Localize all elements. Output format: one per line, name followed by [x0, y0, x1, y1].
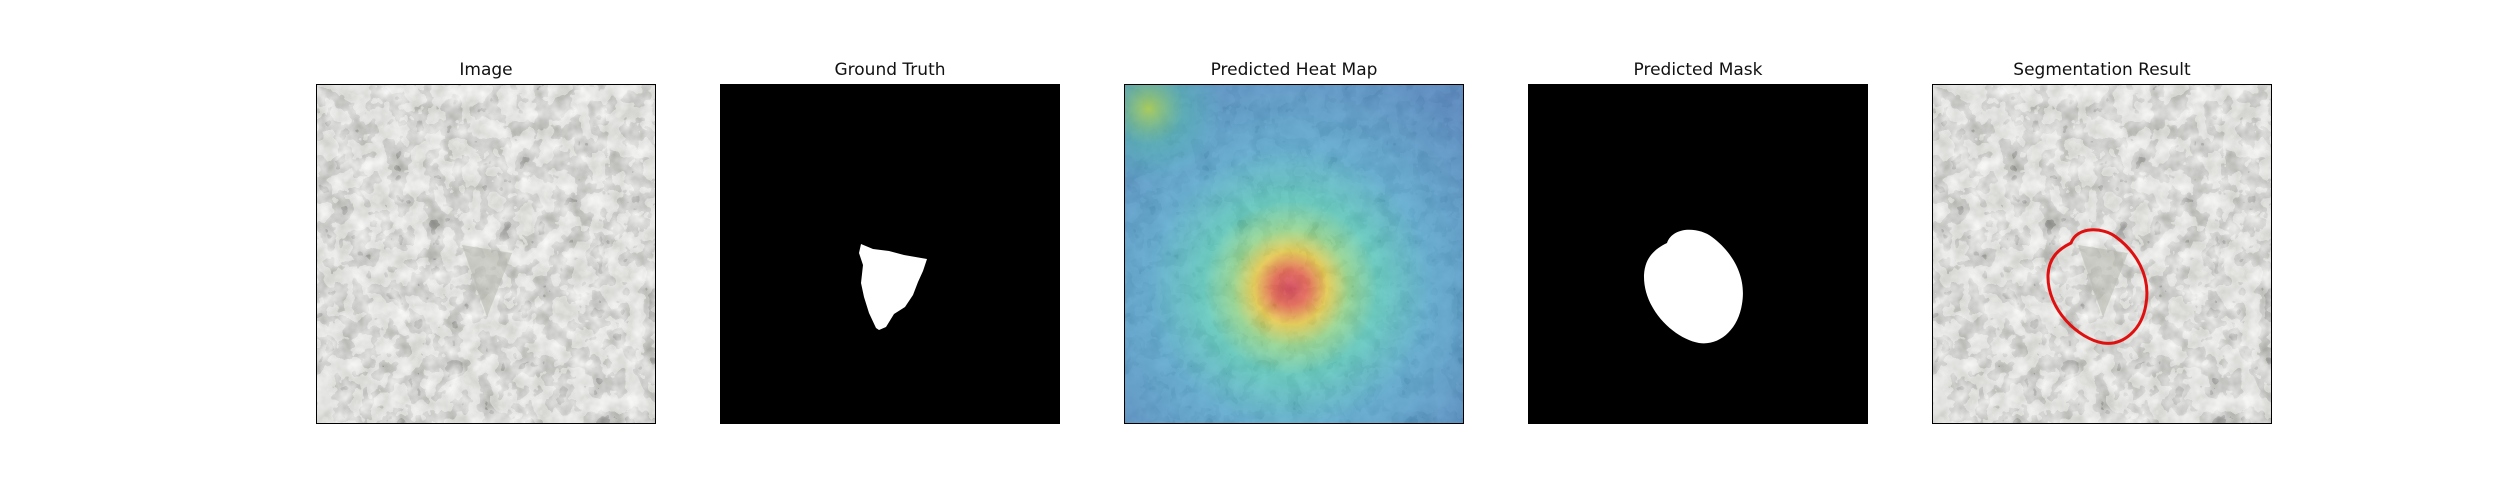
- segmentation-contour: [2046, 228, 2149, 345]
- panel-title-ground-truth: Ground Truth: [834, 60, 946, 80]
- panel-title-predicted-mask: Predicted Mask: [1633, 60, 1763, 80]
- panel-segmentation-result: Segmentation Result: [1932, 58, 2272, 424]
- panel-ground-truth: Ground Truth: [720, 58, 1060, 424]
- heatmap-overlay-icon: [1125, 85, 1463, 423]
- panel-heatmap: Predicted Heat Map: [1124, 58, 1464, 424]
- panel-title-segmentation-result: Segmentation Result: [2013, 60, 2191, 80]
- panel-image: Image: [316, 58, 656, 424]
- ground-truth-region: [859, 244, 927, 330]
- segmentation-overlay: [1932, 84, 2272, 424]
- panel-title-heatmap: Predicted Heat Map: [1210, 60, 1378, 80]
- binary-mask-icon: [1529, 85, 1867, 423]
- panel-title-image: Image: [459, 60, 513, 80]
- panel-predicted-mask: Predicted Mask: [1528, 58, 1868, 424]
- input-image: [316, 84, 656, 424]
- binary-mask-icon: [721, 85, 1059, 423]
- triangle-object: [462, 245, 512, 317]
- predicted-mask: [1528, 84, 1868, 424]
- ground-truth-mask: [720, 84, 1060, 424]
- contour-overlay-icon: [1933, 85, 2271, 423]
- heatmap-overlay: [1124, 84, 1464, 424]
- triangle-object: [2078, 245, 2128, 317]
- predicted-region: [1643, 229, 1743, 344]
- texture-image-icon: [317, 85, 655, 423]
